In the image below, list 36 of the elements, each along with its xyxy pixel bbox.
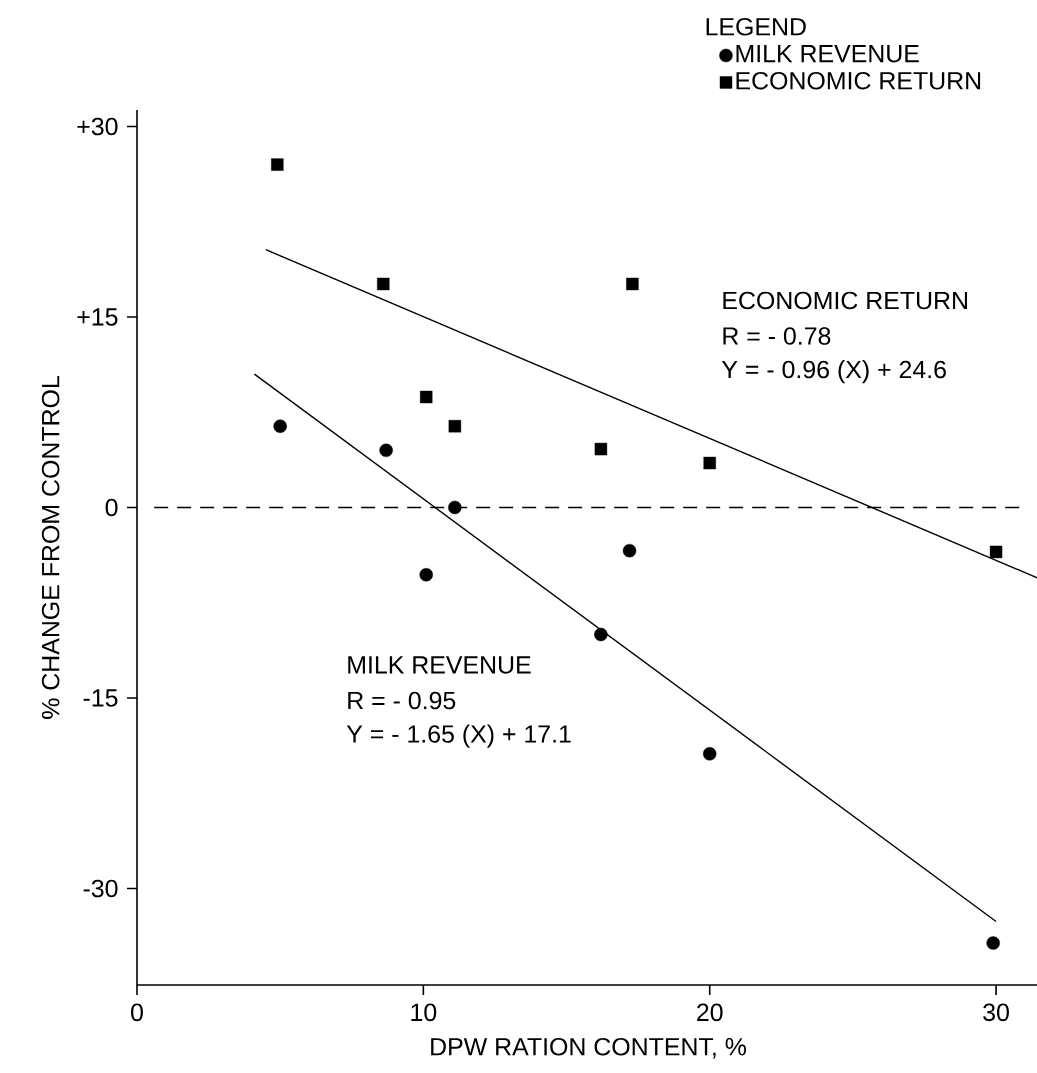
legend-label: MILK REVENUE [736,45,919,63]
point [271,158,284,171]
x-tick-label: 30 [983,1003,1009,1022]
y-tick-label: 0 [105,498,118,517]
y-tick-label: -15 [83,689,118,707]
point [622,543,637,558]
annotation: R = - 0.78 [723,327,831,345]
point [626,277,639,291]
y-tick-label: -30 [83,879,118,898]
point [989,545,1003,559]
point [420,390,433,404]
point [379,443,393,458]
x-axis-title: DPW RATION CONTENT, % [431,1037,747,1059]
x-tick-label: 20 [697,1003,723,1022]
legend-label: ECONOMIC RETURN [736,71,981,90]
y-tick-label: +30 [77,117,118,136]
annotation: ECONOMIC RETURN [723,291,967,310]
point [448,500,462,515]
x-tick-label: 10 [411,1003,437,1022]
legend-title: LEGEND [706,17,806,36]
annotation: Y = - 1.65 (X) + 17.1 [346,724,571,748]
point [986,936,1000,950]
annotation: MILK REVENUE [348,656,531,674]
point [273,419,287,433]
point [703,456,716,470]
y-axis-title: % CHANGE FROM CONTROL [41,376,60,719]
annotation: Y = - 0.96 (X) + 24.6 [721,360,946,384]
point [377,277,390,291]
y-tick-label: +15 [77,308,118,326]
point [594,627,608,642]
point [419,568,433,582]
annotation: R = - 0.95 [348,691,456,710]
point [594,442,608,456]
point [703,747,717,761]
x-tick-label: 0 [131,1003,143,1022]
point [448,420,462,433]
